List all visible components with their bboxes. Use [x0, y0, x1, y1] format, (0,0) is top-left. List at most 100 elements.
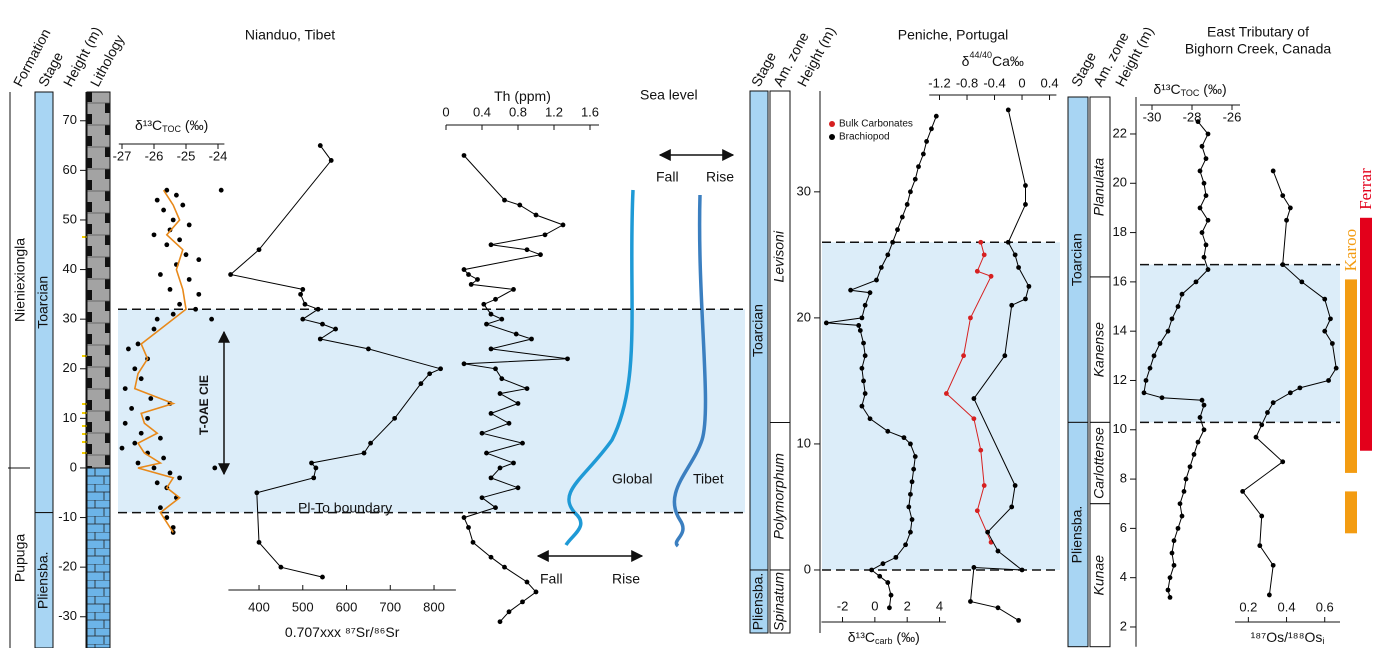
- data-point: [180, 203, 185, 208]
- data-point: [975, 269, 980, 274]
- label-part: Th (ppm): [494, 88, 551, 104]
- data-point: [1148, 366, 1153, 371]
- data-point: [480, 495, 485, 500]
- data-point: [863, 391, 868, 396]
- axis-label: δ¹³CTOC (‰): [1153, 81, 1226, 99]
- x-tick-label: -25: [177, 148, 196, 163]
- zone-label: Carlottense: [1091, 427, 1107, 499]
- data-point: [174, 193, 179, 198]
- x-tick-label: -26: [1223, 109, 1242, 124]
- data-point: [489, 312, 494, 317]
- data-point: [1196, 119, 1201, 124]
- data-point: [1206, 267, 1211, 272]
- data-point: [333, 327, 338, 332]
- x-tick-label: -2: [837, 598, 849, 613]
- data-point: [517, 203, 522, 208]
- annotation: Sea level: [640, 87, 698, 103]
- data-point: [1013, 252, 1018, 257]
- data-point: [300, 317, 305, 322]
- data-point: [193, 307, 198, 312]
- data-point: [212, 466, 217, 471]
- y-tick-label: -20: [58, 559, 77, 574]
- x-tick-label: -1.2: [928, 75, 950, 90]
- label-part: δ: [962, 53, 970, 69]
- axis-label: 0.707xxx ⁸⁷Sr/⁸⁶Sr: [285, 624, 400, 640]
- data-point: [1240, 489, 1245, 494]
- data-point: [139, 431, 144, 436]
- data-point: [158, 272, 163, 277]
- data-point: [868, 290, 873, 295]
- data-point: [1142, 390, 1147, 395]
- data-point: [858, 328, 863, 333]
- data-point: [152, 466, 157, 471]
- panel-title: Bighorn Creek, Canada: [1185, 41, 1332, 57]
- data-point: [1288, 206, 1293, 211]
- panel-title: Nianduo, Tibet: [245, 27, 335, 43]
- axis-label: δ¹³CTOC (‰): [135, 117, 208, 135]
- annotation: T-OAE CIE: [197, 375, 211, 435]
- data-point: [493, 366, 498, 371]
- data-point: [1023, 183, 1028, 188]
- x-tick-label: -0.8: [956, 75, 978, 90]
- data-point: [1254, 435, 1259, 440]
- x-tick-label: 0.2: [1239, 599, 1257, 614]
- data-point: [543, 232, 548, 237]
- data-point: [311, 475, 316, 480]
- data-point: [924, 139, 929, 144]
- x-tick-label: 0.6: [1316, 599, 1334, 614]
- data-point: [368, 441, 373, 446]
- data-point: [916, 164, 921, 169]
- data-point: [863, 303, 868, 308]
- data-point: [366, 347, 371, 352]
- data-point: [161, 208, 166, 213]
- data-point: [971, 565, 976, 570]
- data-point: [1299, 279, 1304, 284]
- data-point: [944, 391, 949, 396]
- data-point: [177, 475, 182, 480]
- data-point: [1002, 353, 1007, 358]
- zone-label: Kunae: [1091, 555, 1107, 596]
- data-point: [511, 287, 516, 292]
- data-point: [911, 467, 916, 472]
- data-point: [155, 317, 160, 322]
- label-part: ¹⁸⁷Os/¹⁸⁸Os: [1251, 629, 1323, 645]
- label-part: carb: [875, 636, 893, 646]
- label-part: TOC: [1181, 88, 1200, 98]
- data-point: [155, 480, 160, 485]
- data-point: [910, 517, 915, 522]
- data-point: [913, 454, 918, 459]
- data-point: [168, 287, 173, 292]
- data-point: [145, 416, 150, 421]
- data-point: [493, 297, 498, 302]
- data-point: [489, 347, 494, 352]
- label-part: (‰): [893, 629, 920, 645]
- data-point: [978, 448, 983, 453]
- data-point: [1206, 218, 1211, 223]
- data-point: [480, 431, 485, 436]
- volcanism-label: Ferrar: [1356, 168, 1375, 210]
- data-point: [1298, 385, 1303, 390]
- y-tick-label: 60: [63, 162, 77, 177]
- x-tick-label: 1.2: [545, 104, 563, 119]
- data-point: [869, 568, 874, 573]
- data-point: [168, 471, 173, 476]
- data-point: [316, 307, 321, 312]
- y-tick-label: 12: [1113, 372, 1127, 387]
- data-point: [861, 379, 866, 384]
- data-point: [481, 302, 486, 307]
- x-tick-label: -27: [113, 148, 132, 163]
- data-point: [499, 376, 504, 381]
- data-point: [978, 240, 983, 245]
- data-point: [329, 158, 334, 163]
- data-point: [863, 353, 868, 358]
- data-point: [489, 411, 494, 416]
- data-point: [493, 505, 498, 510]
- label-part: Ca‰: [992, 53, 1024, 69]
- data-point: [392, 416, 397, 421]
- data-point: [507, 421, 512, 426]
- data-point: [184, 252, 189, 257]
- data-point: [309, 461, 314, 466]
- data-point: [525, 386, 530, 391]
- data-point: [885, 252, 890, 257]
- data-point: [419, 381, 424, 386]
